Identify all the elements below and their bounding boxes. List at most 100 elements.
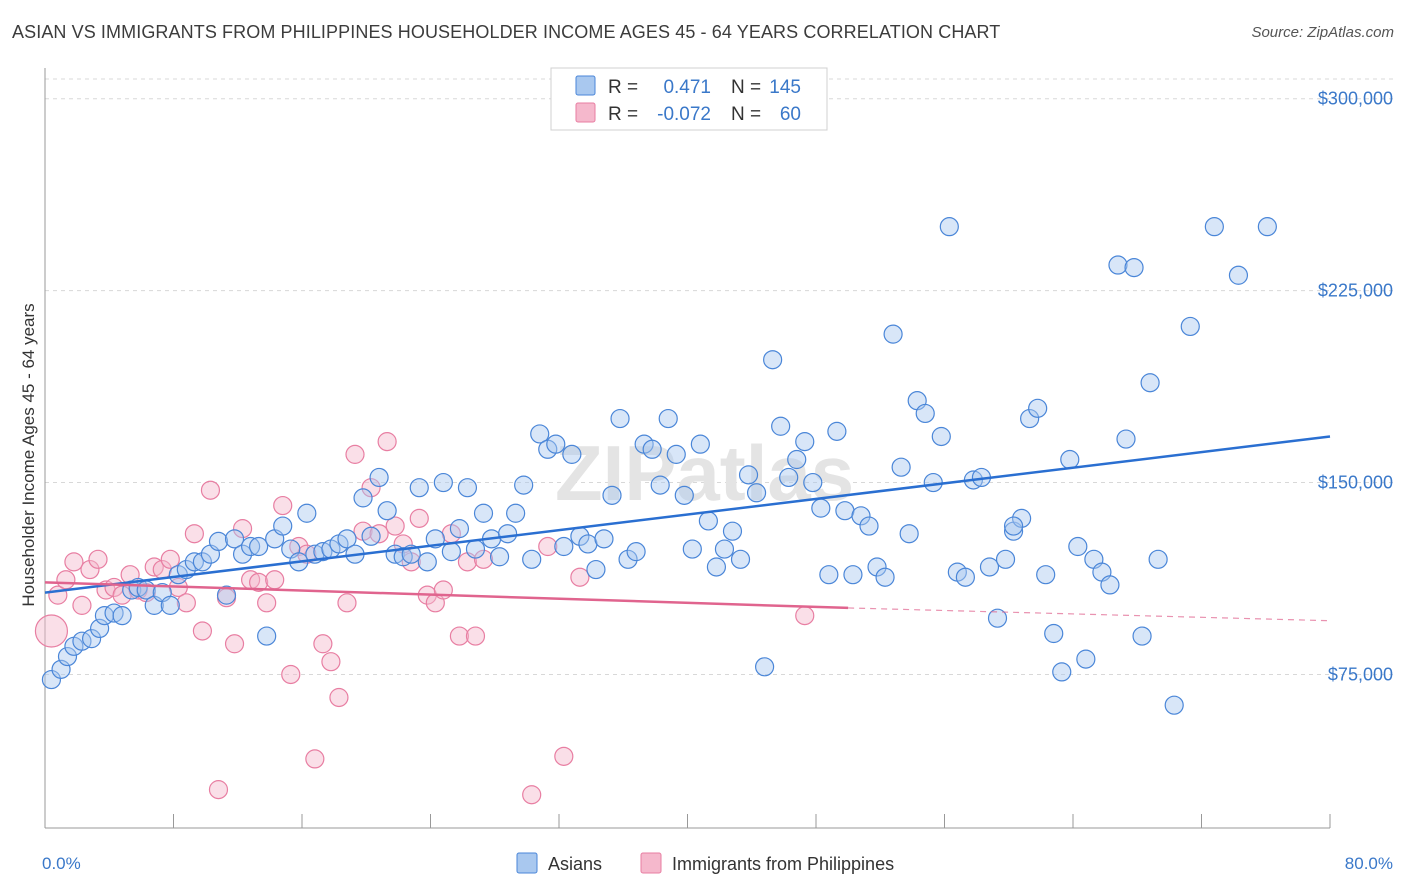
phil-point-55 xyxy=(522,785,542,805)
phil-point-26 xyxy=(249,572,269,592)
asian-point-61 xyxy=(530,424,550,444)
asian-point-60 xyxy=(522,549,542,569)
asian-point-143 xyxy=(1257,217,1277,237)
legend-n-label-asians: N = xyxy=(731,77,761,98)
asian-point-71 xyxy=(610,408,630,429)
asian-point-53 xyxy=(465,539,486,559)
x-tick-label-0: 0.0% xyxy=(42,854,81,873)
asian-point-142 xyxy=(1228,265,1249,285)
asian-point-132 xyxy=(1100,575,1120,595)
phil-point-27 xyxy=(257,593,277,613)
asian-point-90 xyxy=(763,350,783,370)
asian-point-29 xyxy=(273,516,293,536)
phil-point-28 xyxy=(265,570,285,590)
asian-point-117 xyxy=(979,557,1000,577)
asian-point-63 xyxy=(546,434,566,454)
asian-point-95 xyxy=(803,472,823,493)
asian-point-26 xyxy=(249,536,269,557)
asian-point-49 xyxy=(433,472,453,493)
legend-r-value-philippines: -0.072 xyxy=(657,104,711,125)
asian-point-76 xyxy=(650,475,670,495)
asian-point-122 xyxy=(1020,408,1040,429)
phil-point-0 xyxy=(34,614,69,648)
asian-point-109 xyxy=(915,403,935,424)
asian-point-48 xyxy=(425,529,445,549)
asian-point-47 xyxy=(417,552,437,572)
asian-point-52 xyxy=(457,478,478,498)
asian-point-121 xyxy=(1011,508,1032,528)
asian-point-51 xyxy=(449,519,470,539)
y-tick-label-2: $225,000 xyxy=(1318,281,1393,301)
asian-point-139 xyxy=(1164,695,1184,715)
asian-point-118 xyxy=(987,608,1008,628)
chart-source: Source: ZipAtlas.com xyxy=(1251,24,1394,41)
asian-point-6 xyxy=(90,618,110,639)
asian-point-82 xyxy=(698,511,718,531)
chart-title: ASIAN VS IMMIGRANTS FROM PHILIPPINES HOU… xyxy=(12,22,1001,42)
asian-point-110 xyxy=(923,472,943,493)
phil-point-43 xyxy=(385,516,405,536)
asian-point-22 xyxy=(216,585,237,605)
asian-point-68 xyxy=(586,559,606,580)
asian-point-21 xyxy=(208,531,229,552)
asian-point-129 xyxy=(1076,649,1096,669)
asian-point-59 xyxy=(514,475,534,495)
asian-point-114 xyxy=(955,567,975,587)
asians-points xyxy=(41,217,1277,715)
asian-point-105 xyxy=(883,324,903,344)
philippines-trend-extension xyxy=(848,607,1331,622)
phil-point-42 xyxy=(377,432,397,452)
asian-point-84 xyxy=(714,539,735,559)
phil-point-57 xyxy=(554,746,574,766)
asian-point-42 xyxy=(377,501,397,521)
asian-point-37 xyxy=(337,529,357,549)
asian-point-91 xyxy=(771,416,791,436)
phil-point-33 xyxy=(305,749,325,769)
phil-point-29 xyxy=(273,495,293,516)
asian-point-23 xyxy=(224,529,245,549)
asian-point-103 xyxy=(867,557,887,577)
phil-point-46 xyxy=(409,508,429,528)
y-tick-labels: $75,000 $150,000 $225,000 $300,000 xyxy=(1318,89,1393,685)
bottom-legend-swatch-philippines xyxy=(640,852,662,874)
asians-trend-line xyxy=(44,435,1331,594)
asian-point-85 xyxy=(722,521,743,541)
asian-point-24 xyxy=(232,544,253,564)
phil-point-34 xyxy=(313,634,333,654)
asian-point-9 xyxy=(112,606,132,626)
asian-point-15 xyxy=(160,595,180,615)
asian-point-136 xyxy=(1132,626,1152,646)
asian-point-46 xyxy=(409,478,429,498)
phil-point-56 xyxy=(538,536,558,557)
asian-point-124 xyxy=(1036,565,1056,585)
asian-point-57 xyxy=(498,524,518,544)
philippines-points xyxy=(34,432,815,805)
asian-point-40 xyxy=(361,526,381,546)
phil-point-5 xyxy=(80,559,100,580)
asian-point-56 xyxy=(489,547,510,567)
legend-swatch-asians xyxy=(575,75,596,96)
phil-point-37 xyxy=(337,593,357,613)
asian-point-112 xyxy=(939,217,959,237)
phil-point-51 xyxy=(449,626,470,646)
phil-point-4 xyxy=(72,595,92,615)
bottom-legend-swatch-asians xyxy=(516,852,538,874)
asian-point-69 xyxy=(594,529,614,549)
philippines-trend-line xyxy=(44,581,849,610)
asian-point-92 xyxy=(779,467,799,488)
phil-point-17 xyxy=(176,593,196,613)
x-tick-label-1: 80.0% xyxy=(1345,854,1393,873)
asian-point-25 xyxy=(241,536,261,557)
asian-point-101 xyxy=(851,506,871,526)
phil-point-23 xyxy=(224,634,245,654)
series-legend: Asians Immigrants from Philippines xyxy=(516,852,894,874)
legend-n-value-asians: 145 xyxy=(769,77,801,98)
asian-point-126 xyxy=(1052,662,1072,682)
asian-point-100 xyxy=(843,565,863,585)
trend-lines xyxy=(44,435,1331,622)
asian-point-70 xyxy=(602,485,622,505)
phil-point-24 xyxy=(232,519,253,539)
asian-point-18 xyxy=(184,552,204,572)
y-tick-label-3: $300,000 xyxy=(1318,89,1393,109)
x-tick-marks xyxy=(44,814,1331,828)
